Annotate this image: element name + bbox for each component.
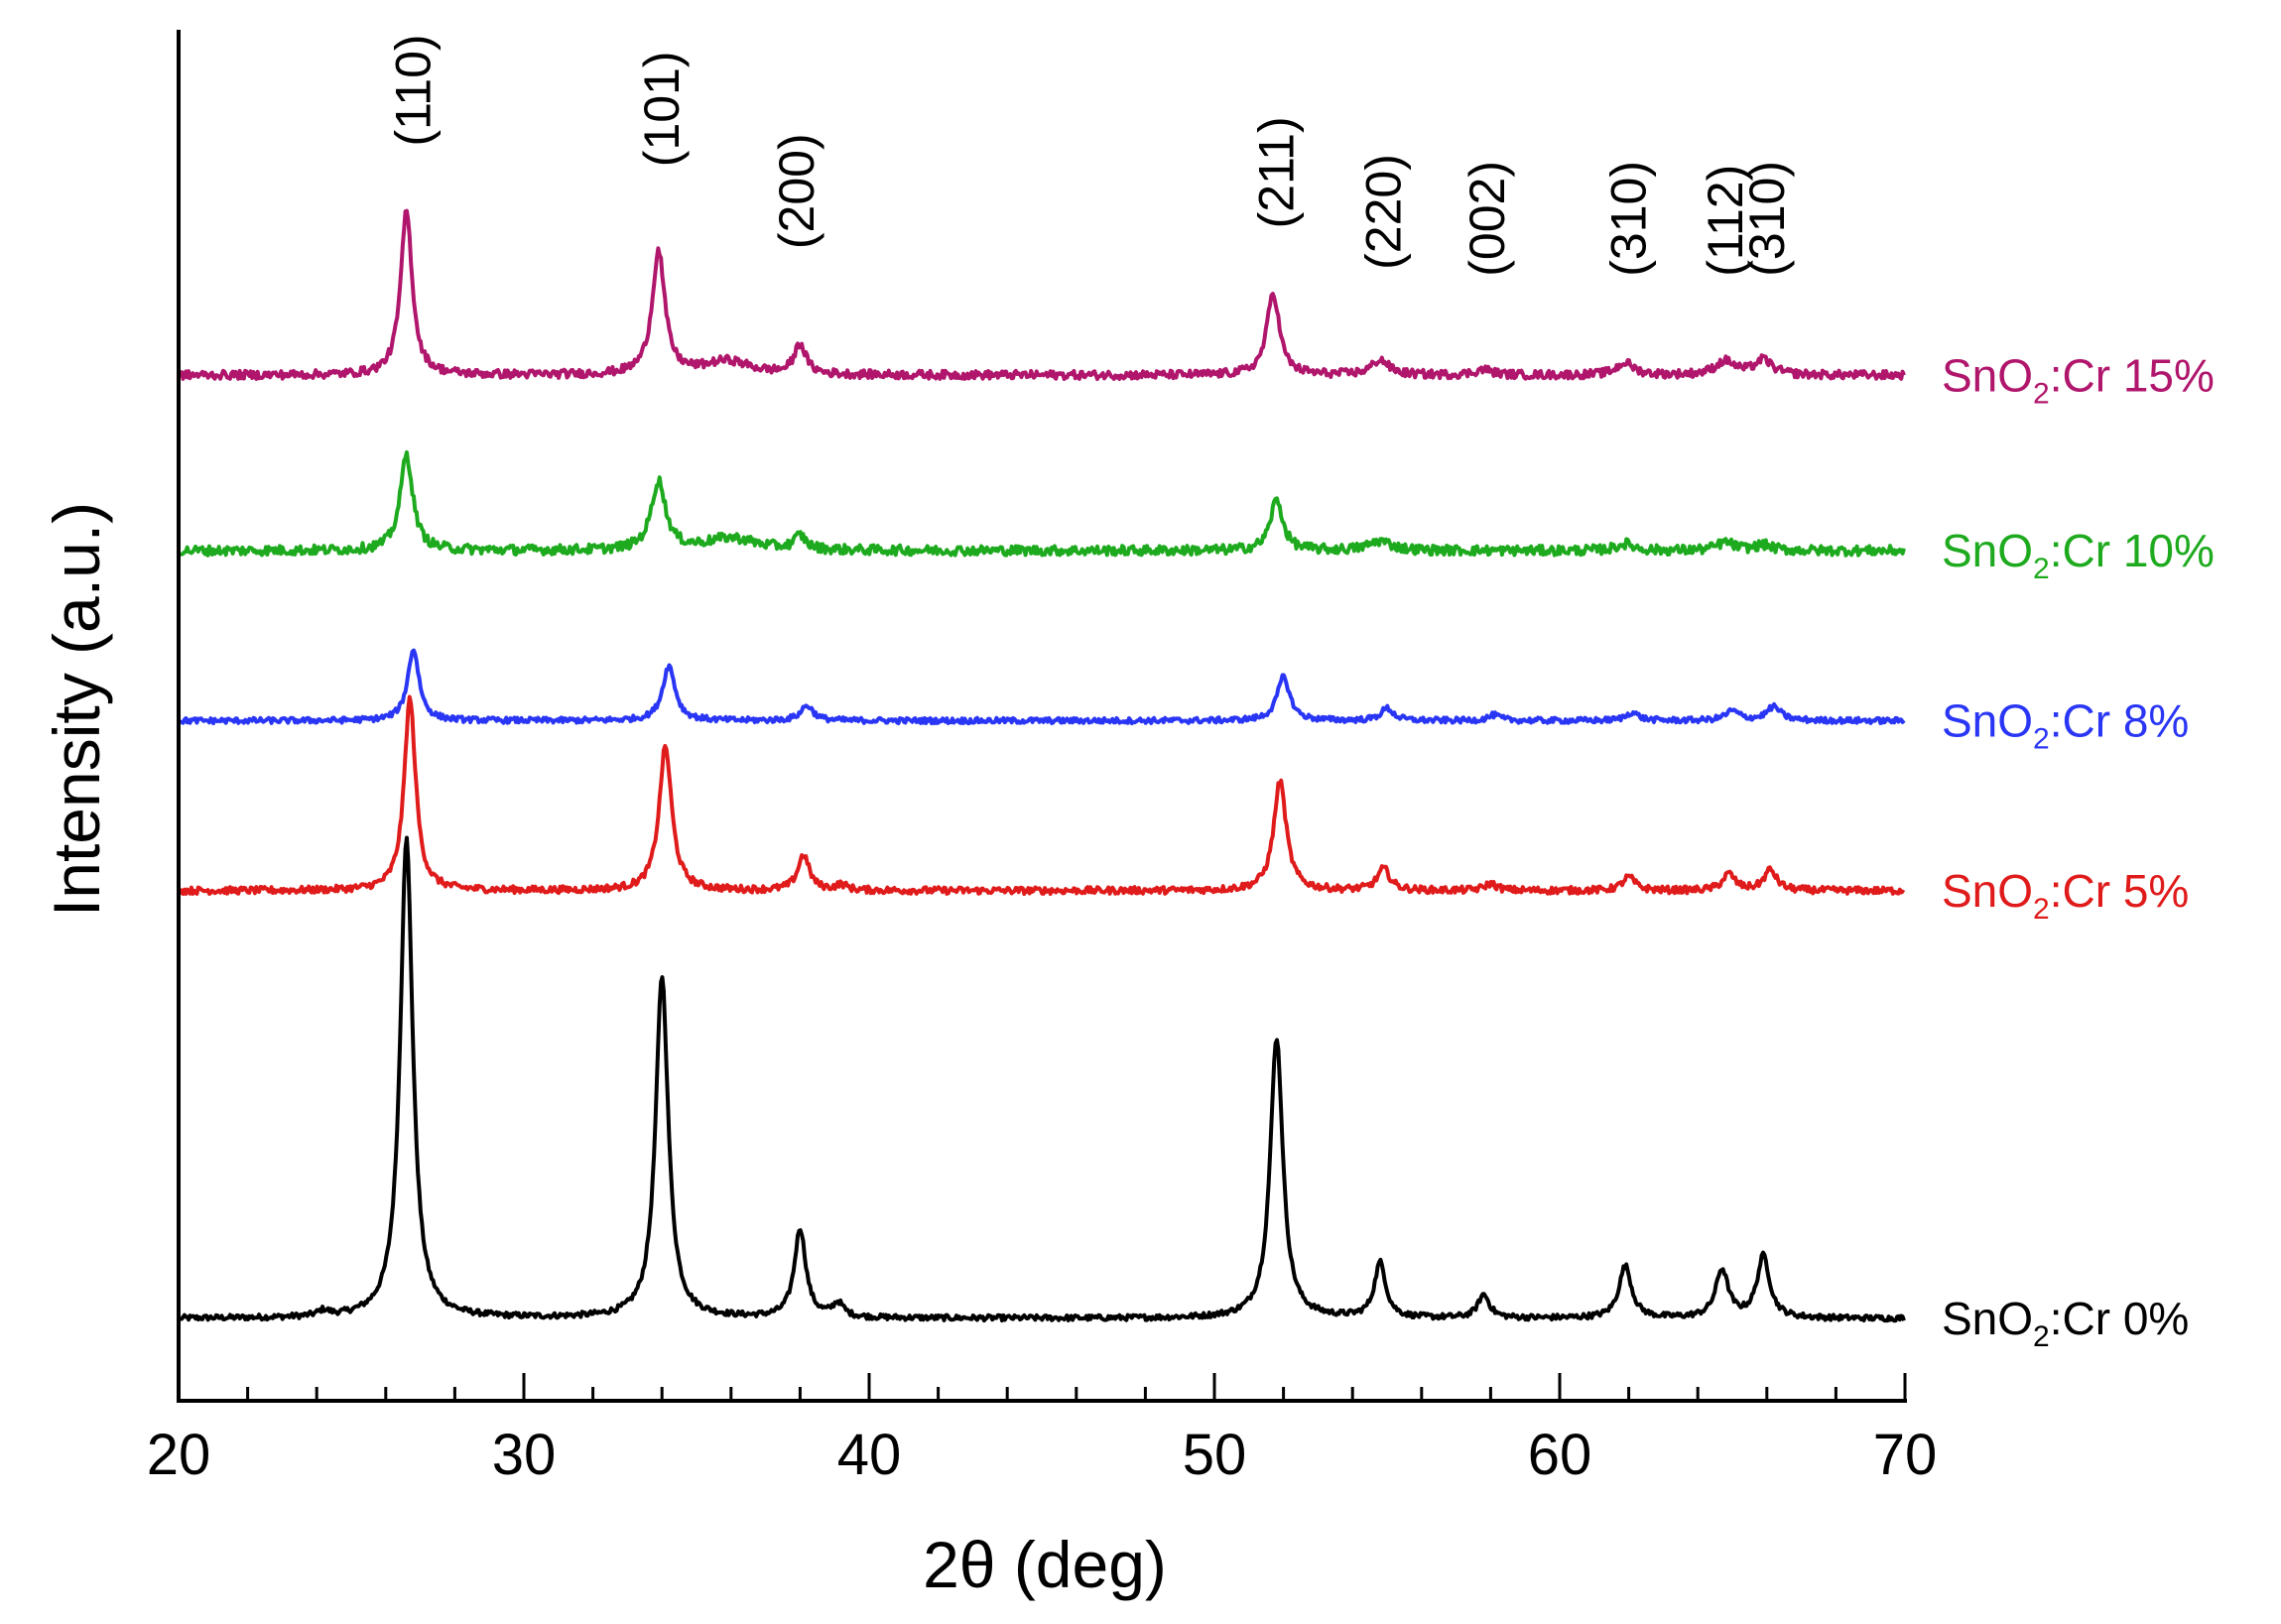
peak-label-7: (112) bbox=[1698, 165, 1753, 277]
x-tick-label: 40 bbox=[837, 1423, 902, 1487]
series-line-1 bbox=[178, 694, 1906, 896]
y-axis-title: Intensity (a.u.) bbox=[40, 502, 113, 917]
peak-labels: (110) (101)(200) (211) (220) (002) (310) (112)… bbox=[386, 34, 1795, 276]
x-ticks: 20 30 40 50 60 70 bbox=[147, 1373, 1938, 1487]
peak-label-0: (110) bbox=[386, 34, 442, 146]
peak-label-6: (310) bbox=[1601, 161, 1657, 277]
peak-label-1: (101) bbox=[634, 51, 690, 167]
peak-label-3: (211) bbox=[1249, 116, 1305, 228]
x-tick-label: 30 bbox=[492, 1423, 557, 1487]
peak-label-8: (310) bbox=[1739, 161, 1795, 277]
axes bbox=[177, 30, 1907, 1403]
series-label-0: SnO2:Cr 0% bbox=[1942, 1293, 2189, 1353]
x-tick-label: 50 bbox=[1183, 1423, 1247, 1487]
series-line-3 bbox=[179, 449, 1906, 558]
series-label-2: SnO2:Cr 8% bbox=[1942, 695, 2189, 756]
series-label-1: SnO2:Cr 5% bbox=[1942, 865, 2189, 926]
peak-label-2: (200) bbox=[769, 133, 824, 249]
series-label-4: SnO2:Cr 15% bbox=[1942, 349, 2215, 410]
x-tick-label: 60 bbox=[1528, 1423, 1592, 1487]
peak-label-4: (220) bbox=[1356, 154, 1412, 270]
series-line-4 bbox=[180, 208, 1906, 381]
series-label-3: SnO2:Cr 10% bbox=[1942, 525, 2215, 585]
series-line-2 bbox=[180, 648, 1906, 726]
x-tick-label: 20 bbox=[147, 1423, 211, 1487]
x-tick-label: 70 bbox=[1873, 1423, 1938, 1487]
x-axis-title: 2θ (deg) bbox=[923, 1528, 1167, 1601]
series-line-0 bbox=[179, 835, 1906, 1323]
peak-label-5: (002) bbox=[1459, 161, 1515, 277]
series-labels: SnO2:Cr 0% SnO2:Cr 5% SnO2:Cr 8% SnO2:Cr 10… bbox=[1942, 349, 2215, 1353]
plot-area bbox=[178, 208, 1906, 1323]
